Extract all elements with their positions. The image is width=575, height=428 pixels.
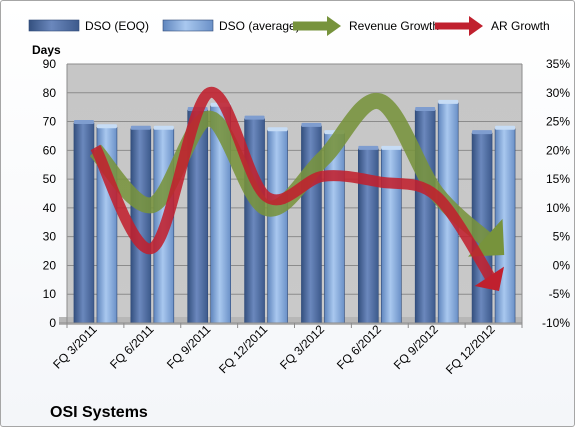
bar-cap	[73, 119, 94, 124]
y-tick-label: 20	[43, 258, 57, 272]
floor	[59, 317, 522, 325]
x-tick-label: FQ 3/2012	[277, 322, 327, 372]
bar-cap	[472, 130, 493, 135]
bar-cap	[301, 122, 322, 127]
bar-cap	[415, 107, 436, 112]
bar-cap	[244, 115, 265, 120]
y-tick-label: 80	[43, 86, 57, 100]
y2-tick-label: -5%	[549, 287, 571, 301]
legend: DSO (EOQ) DSO (average) Revenue Growth AR G…	[28, 16, 550, 36]
y2-tick-label: 20%	[546, 143, 570, 157]
y-tick-label: 50	[43, 172, 57, 186]
bar-cap	[358, 145, 379, 150]
y-tick-label: 10	[43, 287, 57, 301]
x-tick-label: FQ 3/2011	[50, 322, 100, 372]
bar-cap	[381, 145, 402, 150]
ar-growth-line	[90, 87, 499, 286]
x-tick-label: FQ 9/2012	[391, 322, 441, 372]
bar	[381, 148, 402, 324]
legend-arrowhead	[327, 16, 341, 36]
y-axis-label: Days	[32, 43, 61, 57]
bar-cap	[495, 125, 516, 130]
chart-title: OSI Systems	[50, 404, 148, 421]
legend-label: DSO (average)	[219, 19, 300, 33]
legend-label: Revenue Growth	[349, 19, 439, 33]
x-tick-label: FQ 9/2011	[164, 322, 214, 372]
y-tick-label: 0	[49, 316, 56, 330]
legend-arrowhead	[469, 16, 483, 36]
y2-tick-label: 0%	[553, 258, 571, 272]
y2-tick-label: 5%	[553, 230, 571, 244]
x-tick-label: FQ 12/2012	[443, 322, 498, 377]
x-tick-label: FQ 6/2012	[334, 322, 384, 372]
legend-label: DSO (EOQ)	[85, 19, 149, 33]
x-tick-label: FQ 12/2011	[216, 322, 270, 376]
legend-swatch	[28, 19, 80, 32]
legend-swatch	[162, 19, 214, 32]
bar-cap	[96, 124, 117, 129]
bar-cap	[153, 125, 174, 130]
y2-tick-label: 25%	[546, 115, 570, 129]
x-tick-label: FQ 6/2011	[107, 322, 157, 372]
bar	[267, 129, 288, 324]
y2-tick-label: -10%	[542, 316, 570, 330]
y-tick-label: 60	[43, 143, 57, 157]
y-tick-label: 40	[43, 201, 57, 215]
bar	[414, 109, 436, 324]
y2-tick-label: 30%	[546, 86, 570, 100]
bar	[73, 122, 95, 324]
legend-label: AR Growth	[491, 19, 550, 33]
y2-tick-label: 10%	[546, 201, 570, 215]
y-tick-label: 30	[43, 230, 57, 244]
y-tick-label: 90	[43, 57, 57, 71]
bar-cap	[130, 125, 151, 130]
growth-lines	[89, 87, 505, 291]
y2-tick-label: 15%	[546, 172, 570, 186]
y-tick-label: 70	[43, 115, 57, 129]
bar-cap	[438, 99, 459, 104]
ar-growth-arrowhead	[474, 266, 505, 291]
bar-cap	[267, 127, 288, 132]
y2-tick-label: 35%	[546, 57, 570, 71]
